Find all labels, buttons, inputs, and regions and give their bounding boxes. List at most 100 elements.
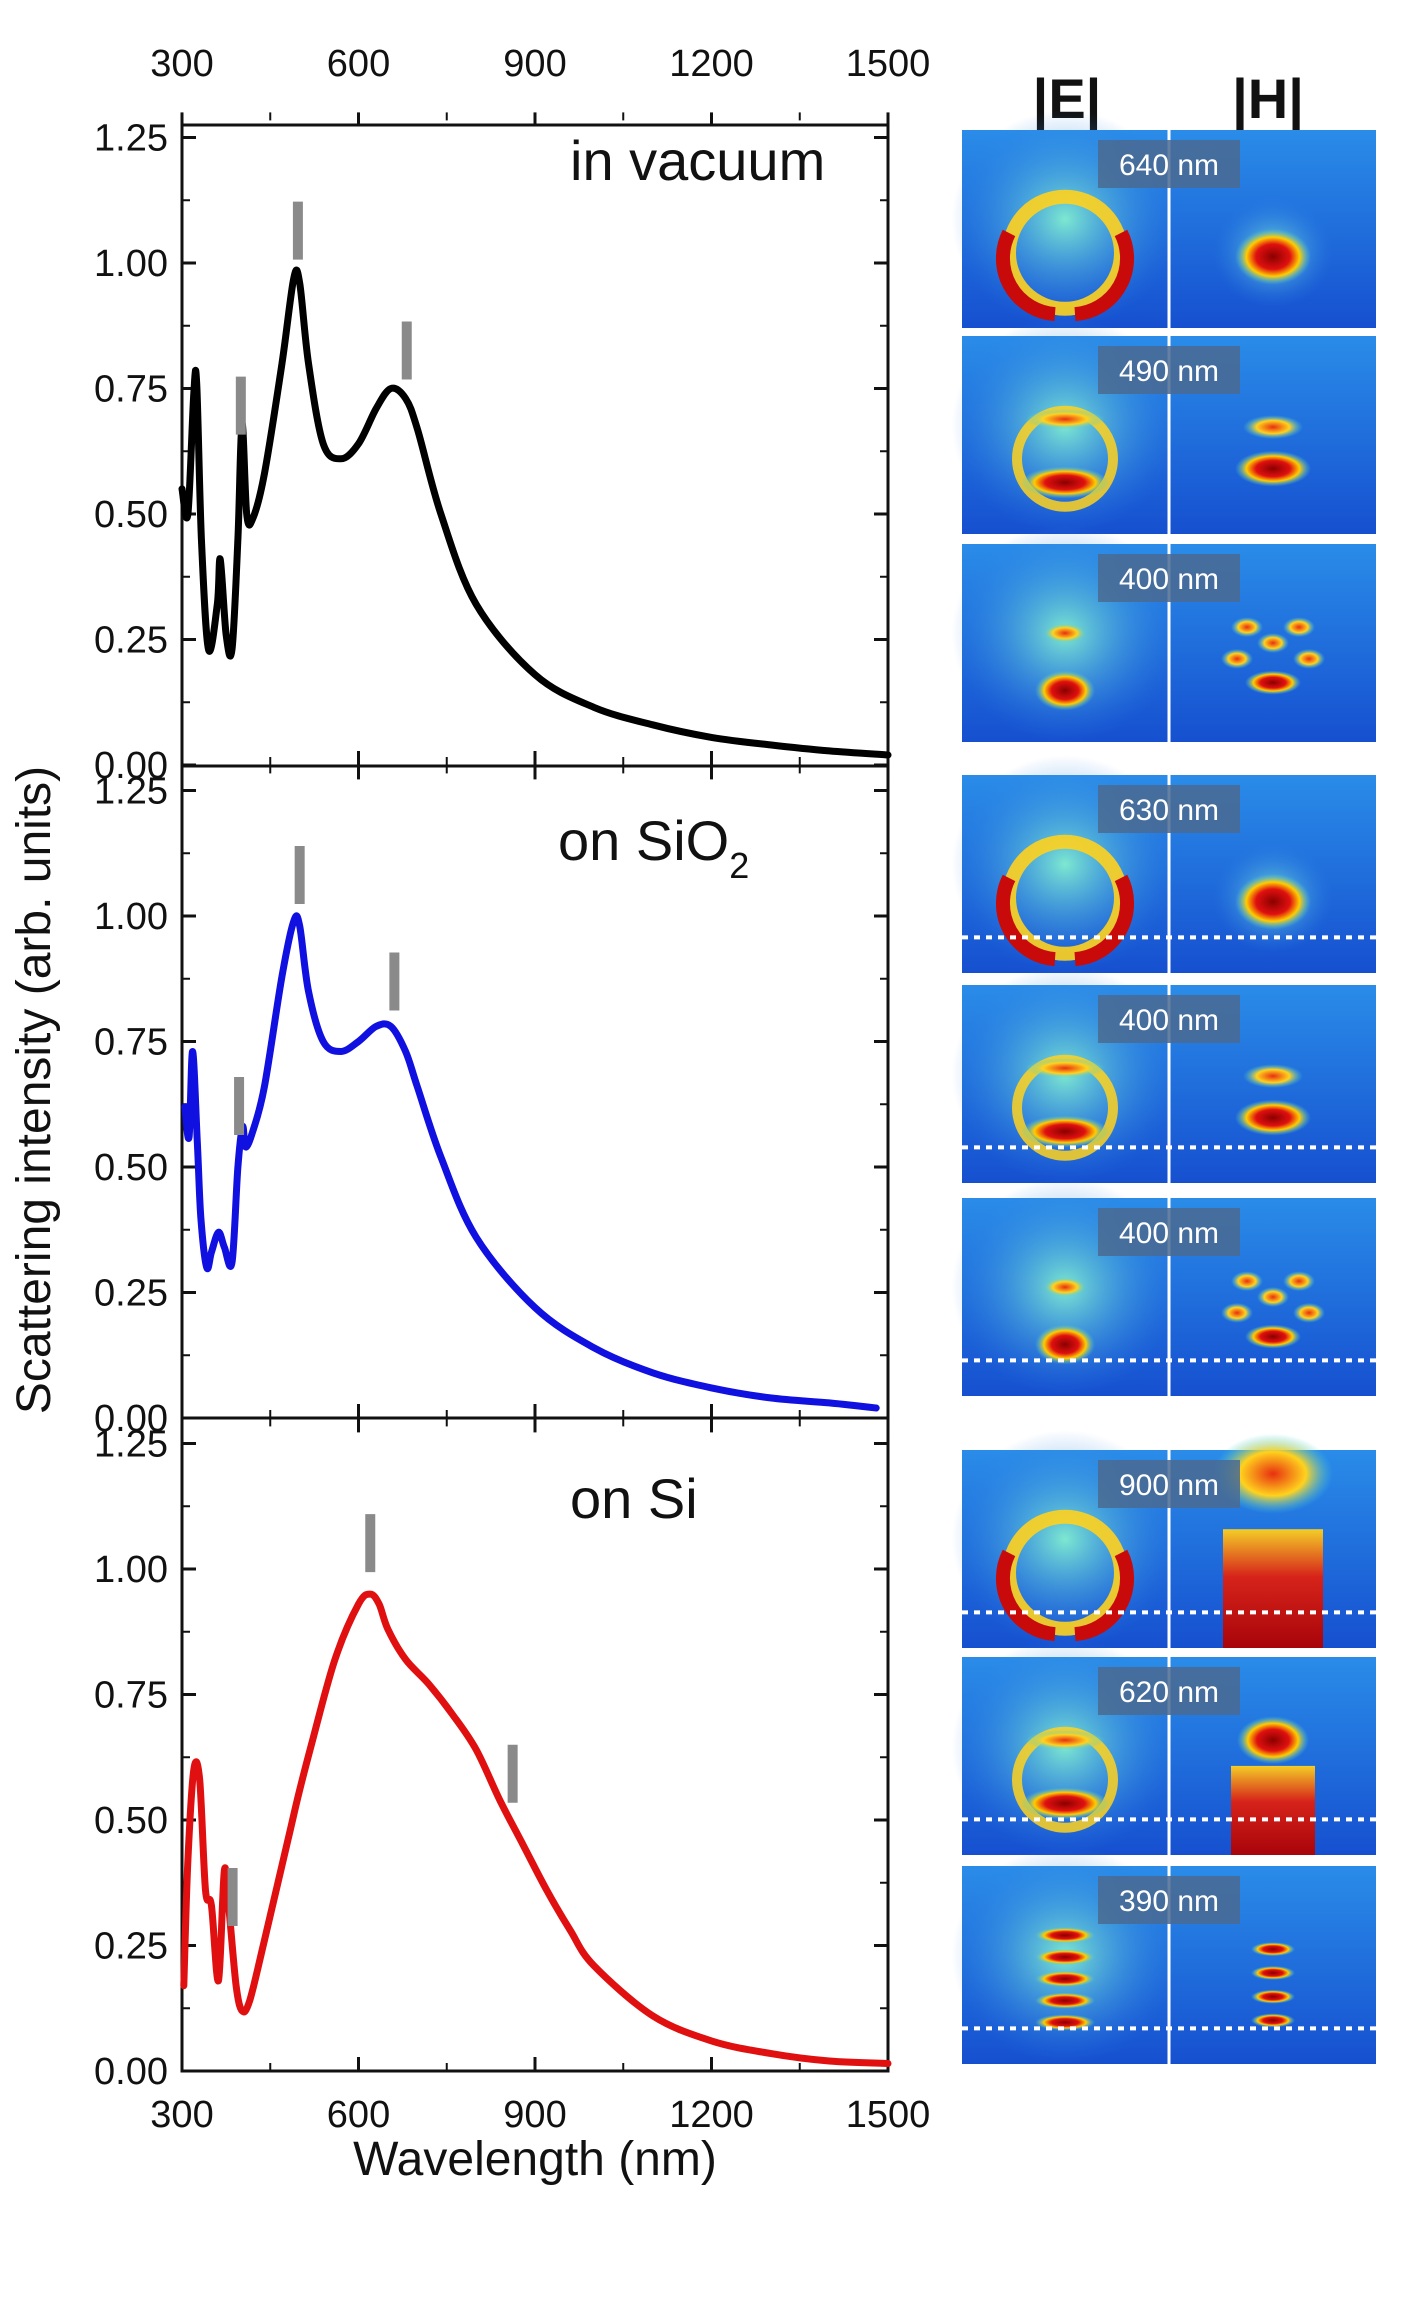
y-tick-label: 0.50 [94, 494, 168, 536]
map-spot [1257, 633, 1289, 653]
map-band [1251, 2013, 1295, 2028]
panel-top-frame [180, 123, 890, 768]
wavelength-label: 400 nm [1119, 563, 1219, 596]
wavelength-label: 390 nm [1119, 1885, 1219, 1918]
y-tick-label: 0.00 [94, 745, 168, 787]
panel-label-vacuum: in vacuum [570, 129, 825, 192]
map-spot [1283, 1271, 1315, 1292]
x-tick-label: 1500 [846, 43, 931, 85]
wavelength-label-bg [1098, 1208, 1240, 1256]
peak-markers [227, 201, 518, 1927]
map-hotspot [1021, 1787, 1109, 1820]
map-band [1035, 1927, 1095, 1944]
map-spot [1221, 648, 1253, 669]
map-hotspot [1245, 670, 1301, 695]
y-tick-label: 0.50 [94, 1147, 168, 1189]
wavelength-label: 400 nm [1119, 1004, 1219, 1037]
y-tick-label: 0.25 [94, 1273, 168, 1315]
map-spot [1293, 648, 1325, 669]
map-spot [1221, 1302, 1253, 1323]
panel-label-sio2: on SiO2 [558, 809, 749, 886]
panel-bottom-frame [180, 1416, 890, 2073]
y-tick-label: 0.00 [94, 1398, 168, 1440]
map-hotspot [1035, 670, 1095, 711]
wavelength-label-bg [1098, 140, 1240, 188]
map-spot [1231, 1271, 1263, 1292]
map-hotspot [1235, 873, 1311, 930]
map-hotspot [1021, 466, 1109, 499]
field-map-row: 400 nm [951, 524, 1376, 742]
map-band [1251, 1989, 1295, 2004]
map-lobe-left [995, 229, 1056, 322]
panel-middle-frame [180, 764, 890, 1420]
field-map-row: 630 nm [951, 755, 1376, 973]
field-map-row: 490 nm [951, 316, 1376, 534]
y-axis-title: Scattering intensity (arb. units) [8, 766, 61, 1414]
map-warmspot [1025, 409, 1105, 430]
wavelength-label: 400 nm [1119, 1217, 1219, 1250]
wavelength-label: 490 nm [1119, 355, 1219, 388]
map-hotspot [1021, 1115, 1109, 1148]
map-hotspot [1235, 228, 1311, 285]
map-hotspot [1035, 1324, 1095, 1365]
series-line-top [178, 266, 892, 759]
panel-label-sio2-sub: 2 [729, 845, 749, 886]
map-column [1223, 1529, 1323, 1648]
x-tick-label: 900 [503, 43, 566, 85]
map-band [1251, 1942, 1295, 1957]
map-warmspot [1213, 1433, 1333, 1514]
wavelength-label: 630 nm [1119, 794, 1219, 827]
x-tick-label: 300 [150, 2094, 213, 2136]
panel-label-sio2-main: on SiO [558, 809, 729, 872]
x-tick-label: 600 [327, 2094, 390, 2136]
y-tick-label: 0.00 [94, 2051, 168, 2093]
y-tick-label: 0.75 [94, 369, 168, 411]
map-spot [1293, 1302, 1325, 1323]
wavelength-label: 640 nm [1119, 149, 1219, 182]
wavelength-label-bg [1098, 1876, 1240, 1924]
field-map-row: 900 nm [951, 1430, 1376, 1648]
x-axis-title: Wavelength (nm) [353, 2133, 717, 2186]
map-hotspot [1237, 1716, 1309, 1765]
x-tick-label: 1200 [669, 43, 754, 85]
field-maps: 640 nm 490 nm 400 nm 630 nm 400 nm 400 nm 900 … [951, 110, 1376, 2064]
y-tick-label: 0.50 [94, 1800, 168, 1842]
field-map-row: 400 nm [951, 965, 1376, 1183]
map-header-h: |H| [1232, 67, 1304, 131]
y-tick-label: 1.00 [94, 1549, 168, 1591]
wavelength-label-bg [1098, 995, 1240, 1043]
map-hotspot [1235, 1099, 1311, 1136]
wavelength-label-bg [1098, 554, 1240, 602]
panel-label-si: on Si [570, 1467, 698, 1530]
spectra-curves [178, 266, 892, 2067]
wavelength-label-bg [1098, 346, 1240, 394]
field-map-row: 390 nm [951, 1846, 1376, 2064]
wavelength-label-bg [1098, 1667, 1240, 1715]
wavelength-label-bg [1098, 785, 1240, 833]
map-band [1251, 1965, 1295, 1980]
axis-tick-labels: 0.00 0.25 0.50 0.75 1.00 1.25 300 600 900 1200 150… [94, 43, 930, 2136]
y-tick-label: 1.25 [94, 118, 168, 160]
map-spot [1231, 617, 1263, 638]
map-warmspot [1043, 1277, 1087, 1298]
map-warmspot [1243, 415, 1303, 440]
wavelength-label: 620 nm [1119, 1676, 1219, 1709]
y-tick-label: 1.25 [94, 1424, 168, 1466]
x-tick-label: 300 [150, 43, 213, 85]
map-column [1231, 1765, 1315, 1855]
field-map-row: 620 nm [951, 1637, 1376, 1855]
x-tick-label: 900 [503, 2094, 566, 2136]
map-lobe-left [995, 1549, 1056, 1642]
y-tick-label: 1.25 [94, 771, 168, 813]
map-spot [1283, 617, 1315, 638]
map-band [1035, 1970, 1095, 1987]
field-map-row: 640 nm [951, 110, 1376, 328]
axis-ticks [180, 112, 890, 2073]
plot-area [180, 123, 890, 2073]
map-lobe-left [995, 874, 1056, 967]
map-hotspot [1245, 1324, 1301, 1349]
map-warmspot [1025, 1730, 1105, 1751]
x-tick-label: 1200 [669, 2094, 754, 2136]
series-line-bottom [180, 1590, 892, 2067]
map-warmspot [1025, 1058, 1105, 1079]
